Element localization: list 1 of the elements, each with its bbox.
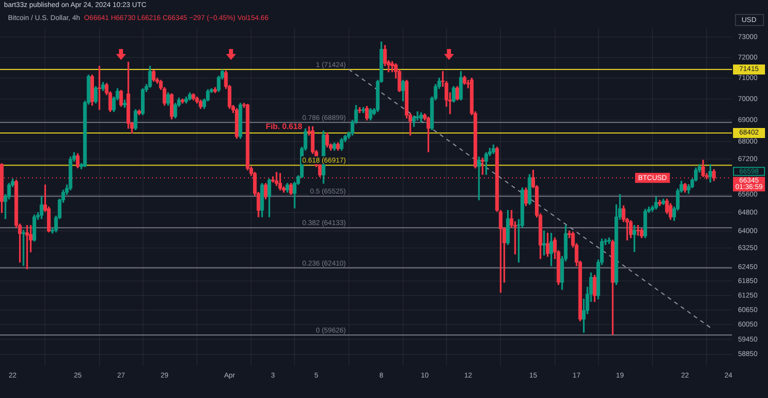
annotation: Fib. 0.618 [266, 122, 303, 131]
